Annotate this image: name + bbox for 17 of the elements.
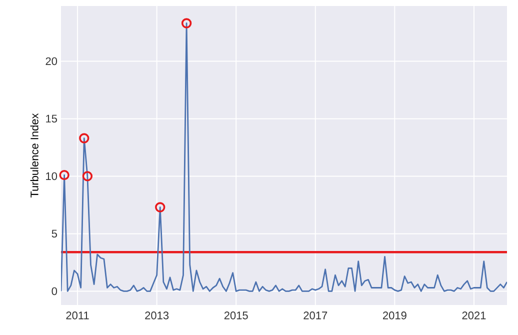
x-tick-label: 2017 — [304, 312, 328, 320]
point — [181, 18, 192, 28]
point — [59, 170, 70, 180]
x-tick-label: 2011 — [66, 312, 89, 320]
x-tick-label: 2021 — [462, 312, 486, 320]
x-tick-label: 2015 — [224, 312, 248, 320]
point — [79, 133, 90, 144]
y-tick-label: 15 — [46, 114, 57, 123]
x-tick-label: 2019 — [382, 312, 406, 320]
y-tick-label: 20 — [46, 57, 58, 66]
x-tick-label: 2013 — [145, 312, 169, 320]
point — [82, 171, 93, 182]
y-axis-title: Turbulence Index — [30, 113, 38, 198]
y-tick-label: 5 — [52, 230, 57, 238]
y-tick-label: 0 — [52, 287, 58, 296]
y-tick-label: 10 — [46, 172, 58, 180]
point — [155, 202, 166, 212]
